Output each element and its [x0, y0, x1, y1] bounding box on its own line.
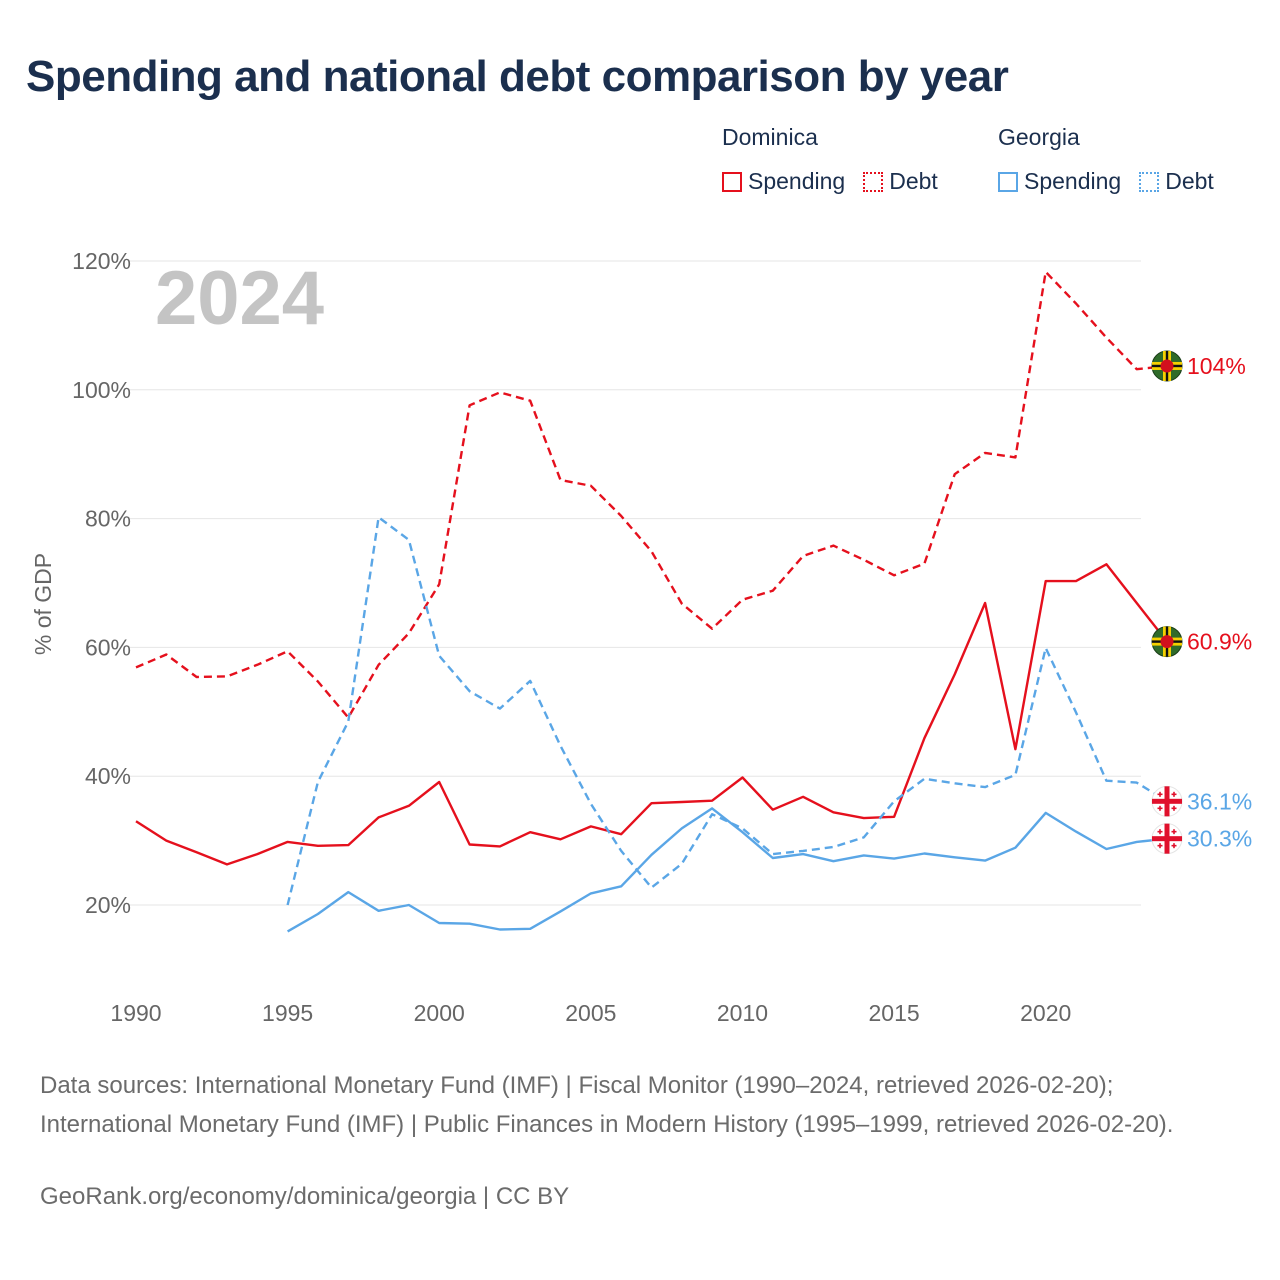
chart-title: Spending and national debt comparison by… — [26, 52, 1009, 101]
legend-label: Debt — [1165, 168, 1214, 194]
y-tick-label: 120% — [72, 248, 131, 274]
end-markers: 60.9% 104% 30.3% 36.1% — [1151, 350, 1252, 855]
series-line-georgia-spending[interactable] — [287, 807, 1168, 933]
x-axis: 1990 1995 2000 2005 2010 2015 2020 — [110, 1000, 1071, 1026]
legend-group-label: Georgia — [998, 124, 1080, 150]
x-tick-label: 2010 — [717, 1000, 768, 1026]
series-line-dominica-debt[interactable] — [135, 270, 1168, 719]
dotted-swatch-icon — [863, 171, 884, 192]
x-tick-label: 2000 — [414, 1000, 465, 1026]
legend-label: Spending — [748, 168, 846, 194]
line-chart: 2024 % of GDP 20%40%60%80%100%120% 1990 1… — [30, 248, 1252, 1026]
legend-group-dominica: Dominica Spending Debt — [722, 124, 956, 195]
y-tick-label: 20% — [85, 892, 131, 918]
y-tick-label: 80% — [85, 506, 131, 532]
georgia-flag-icon — [1151, 785, 1183, 817]
end-value-label: 60.9% — [1187, 629, 1252, 655]
y-tick-label: 40% — [85, 763, 131, 789]
end-value-label: 30.3% — [1187, 826, 1252, 852]
year-watermark: 2024 — [155, 256, 324, 341]
legend-item-georgia-debt[interactable]: Debt — [1139, 168, 1214, 195]
y-tick-label: 60% — [85, 634, 131, 660]
dominica-flag-icon — [1151, 350, 1183, 382]
series-line-georgia-debt[interactable] — [286, 516, 1168, 906]
legend-item-georgia-spending[interactable]: Spending — [998, 168, 1121, 195]
x-tick-label: 2005 — [565, 1000, 616, 1026]
georgia-flag-icon — [1151, 823, 1183, 855]
x-tick-label: 1995 — [262, 1000, 313, 1026]
solid-swatch-icon — [998, 171, 1018, 192]
solid-swatch-icon — [722, 171, 742, 192]
legend-item-dominica-debt[interactable]: Debt — [863, 168, 938, 195]
legend-group-georgia: Georgia Spending Debt — [998, 124, 1214, 195]
x-tick-label: 2020 — [1020, 1000, 1071, 1026]
dominica-flag-icon — [1151, 626, 1183, 658]
series-line-dominica-spending[interactable] — [135, 563, 1168, 866]
legend-label: Debt — [889, 168, 938, 194]
y-axis-label: % of GDP — [30, 553, 56, 655]
credit-link[interactable]: GeoRank.org/economy/dominica/georgia | C… — [40, 1183, 570, 1210]
end-value-label: 104% — [1187, 353, 1246, 379]
dotted-swatch-icon — [1139, 171, 1160, 192]
series-lines — [135, 270, 1168, 933]
y-tick-label: 100% — [72, 377, 131, 403]
legend-group-label: Dominica — [722, 124, 818, 150]
gridlines — [130, 260, 1141, 906]
end-value-label: 36.1% — [1187, 788, 1252, 814]
legend-item-dominica-spending[interactable]: Spending — [722, 168, 845, 195]
legend-label: Spending — [1024, 168, 1122, 194]
x-tick-label: 2015 — [869, 1000, 920, 1026]
x-tick-label: 1990 — [110, 1000, 161, 1026]
data-sources: Data sources: International Monetary Fun… — [40, 1072, 1174, 1138]
y-axis: 20% 40% 60% 80% 100% 120% — [72, 248, 131, 918]
